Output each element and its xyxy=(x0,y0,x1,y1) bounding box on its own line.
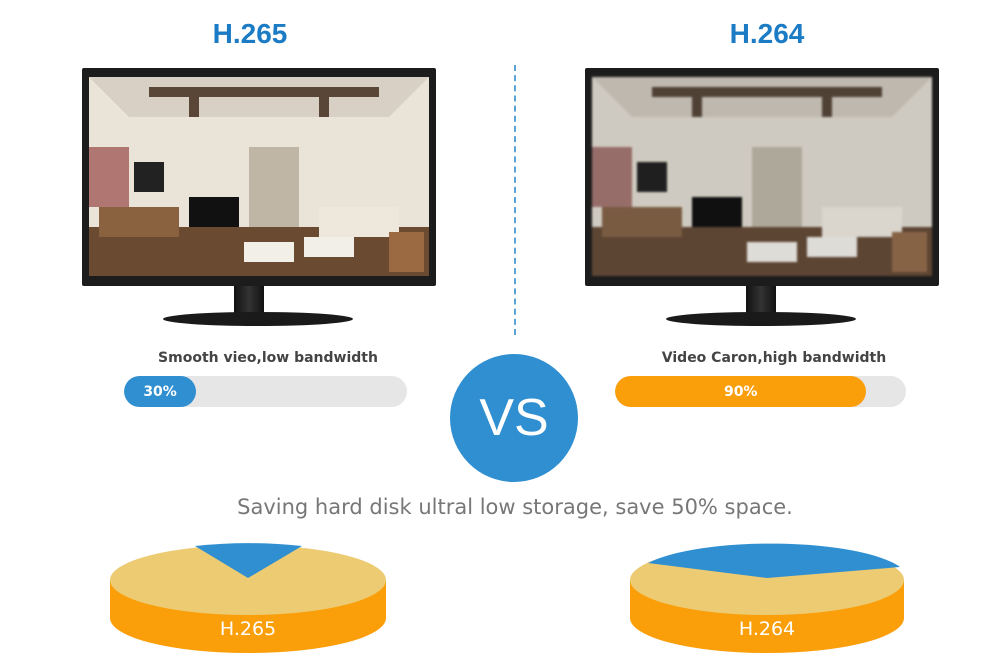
monitor-h264 xyxy=(585,68,939,286)
h265-progress-bar: 30% xyxy=(124,376,407,407)
vs-badge: VS xyxy=(450,354,578,482)
h264-pie xyxy=(630,543,904,653)
h264-progress-bar: 90% xyxy=(615,376,906,407)
h264-pie-label: H.264 xyxy=(738,618,796,640)
room-image-blurry xyxy=(592,77,932,276)
monitor-h265 xyxy=(82,68,436,286)
h264-title: H.264 xyxy=(729,18,805,49)
h265-pie-slice xyxy=(195,543,302,578)
h265-pie-top xyxy=(110,545,386,615)
monitor-stand-base xyxy=(163,312,353,326)
h265-title: H.265 xyxy=(212,18,288,49)
room-image-clear xyxy=(89,77,429,276)
divider xyxy=(514,65,516,335)
h265-caption: Smooth vieo,low bandwidth xyxy=(158,350,378,366)
h264-progress-fill: 90% xyxy=(615,376,867,407)
pie-charts xyxy=(110,543,904,653)
monitor-stand-base xyxy=(666,312,856,326)
h264-pie-slice xyxy=(648,543,900,578)
h265-progress-label: 30% xyxy=(143,383,177,400)
h265-progress-fill: 30% xyxy=(124,376,197,407)
h264-caption: Video Caron,high bandwidth xyxy=(661,350,887,366)
tagline: Saving hard disk ultral low storage, sav… xyxy=(237,495,793,519)
h265-pie-label: H.265 xyxy=(219,618,277,640)
h265-pie xyxy=(110,543,386,653)
h264-progress-label: 90% xyxy=(723,383,758,400)
